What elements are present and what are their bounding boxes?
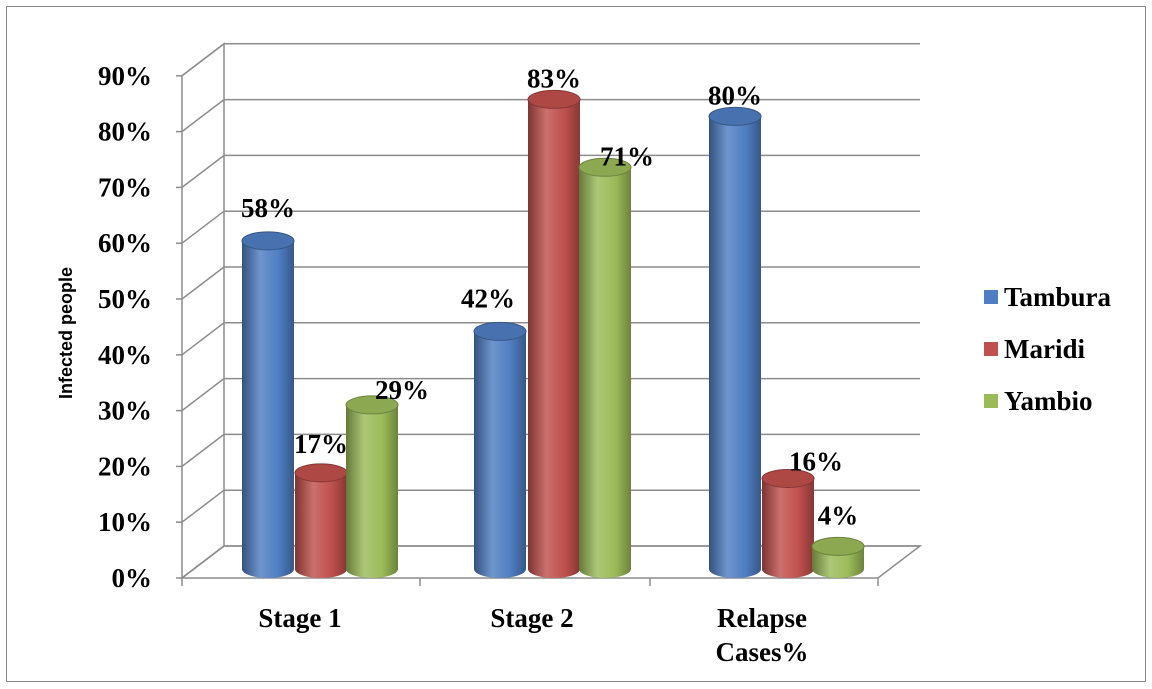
- bar-maridi-2: [527, 89, 581, 578]
- category-labels: Stage 1 Stage 2 Relapse Cases%: [258, 603, 808, 667]
- bar-top: [578, 157, 632, 177]
- gridlines: [176, 43, 920, 586]
- data-label: 17%: [294, 429, 348, 459]
- gridline: [181, 433, 920, 467]
- y-tick-label: 70%: [98, 172, 152, 202]
- bar-body: [709, 116, 761, 578]
- bar-yambio-1: [345, 395, 399, 578]
- y-tick-label: 20%: [98, 451, 152, 481]
- gridline: [181, 322, 920, 356]
- y-tick-label: 50%: [98, 284, 152, 314]
- bar-tambura-3: [708, 106, 762, 578]
- y-axis-label: Infected people: [56, 267, 76, 399]
- bar-top: [241, 231, 295, 251]
- legend-item-maridi: Maridi: [984, 334, 1085, 364]
- data-label: 80%: [708, 80, 762, 110]
- bar-top: [345, 395, 399, 415]
- bar-top: [708, 106, 762, 126]
- side-wall: [181, 42, 225, 580]
- bar-body: [528, 99, 580, 578]
- gridline: [181, 545, 920, 579]
- bar-yambio-3: [811, 536, 865, 578]
- data-label: 71%: [600, 141, 654, 171]
- bar-tambura-1: [241, 231, 295, 579]
- y-tick-label: 10%: [98, 507, 152, 537]
- y-tick-label: 80%: [98, 117, 152, 147]
- legend-label: Tambura: [1004, 282, 1112, 312]
- bar-body: [762, 478, 814, 578]
- bar-body: [295, 472, 347, 578]
- legend-label: Maridi: [1004, 334, 1085, 364]
- y-tick-label: 40%: [98, 340, 152, 370]
- bar-body: [242, 240, 294, 579]
- data-label: 58%: [241, 193, 295, 223]
- legend-item-yambio: Yambio: [984, 386, 1093, 416]
- data-label: 16%: [789, 446, 843, 476]
- gridline: [181, 489, 920, 523]
- gridline: [181, 266, 920, 300]
- legend-swatch: [984, 394, 998, 408]
- gridline: [181, 43, 920, 77]
- gridline: [181, 377, 920, 412]
- data-labels: 58% 17% 29% 42% 83% 71% 80% 16% 4%: [241, 63, 858, 530]
- bar-top: [473, 321, 527, 341]
- bars: [241, 89, 865, 579]
- legend-item-tambura: Tambura: [984, 282, 1112, 312]
- data-label: 29%: [375, 375, 429, 405]
- gridline: [181, 154, 920, 188]
- legend-swatch: [984, 290, 998, 304]
- data-label: 4%: [818, 500, 859, 530]
- y-tick-labels: 0% 10% 20% 30% 40% 50% 60% 70% 80% 90%: [98, 61, 152, 593]
- y-tick-label: 30%: [98, 396, 152, 426]
- bar-top: [527, 89, 581, 109]
- category-label: Relapse Cases%: [716, 603, 809, 667]
- bar-tambura-2: [473, 321, 527, 578]
- legend-swatch: [984, 342, 998, 356]
- bar-body: [346, 404, 398, 578]
- category-label: Stage 2: [490, 603, 573, 633]
- bar-body: [474, 331, 526, 578]
- data-label: 83%: [527, 63, 581, 93]
- bar-body: [579, 167, 631, 578]
- gridline: [181, 210, 920, 244]
- bar-maridi-1: [294, 463, 348, 578]
- bar-top: [761, 468, 815, 488]
- category-label: Stage 1: [258, 603, 341, 633]
- data-label: 42%: [461, 283, 515, 313]
- bar-top: [811, 536, 865, 556]
- gridline: [181, 98, 920, 133]
- legend-label: Yambio: [1004, 386, 1093, 416]
- y-tick-label: 60%: [98, 228, 152, 258]
- legend: Tambura Maridi Yambio: [984, 282, 1112, 416]
- bar-top: [294, 463, 348, 483]
- bar-yambio-2: [578, 157, 632, 578]
- y-tick-label: 90%: [98, 61, 152, 91]
- bar-maridi-3: [761, 468, 815, 578]
- y-tick-label: 0%: [112, 563, 153, 593]
